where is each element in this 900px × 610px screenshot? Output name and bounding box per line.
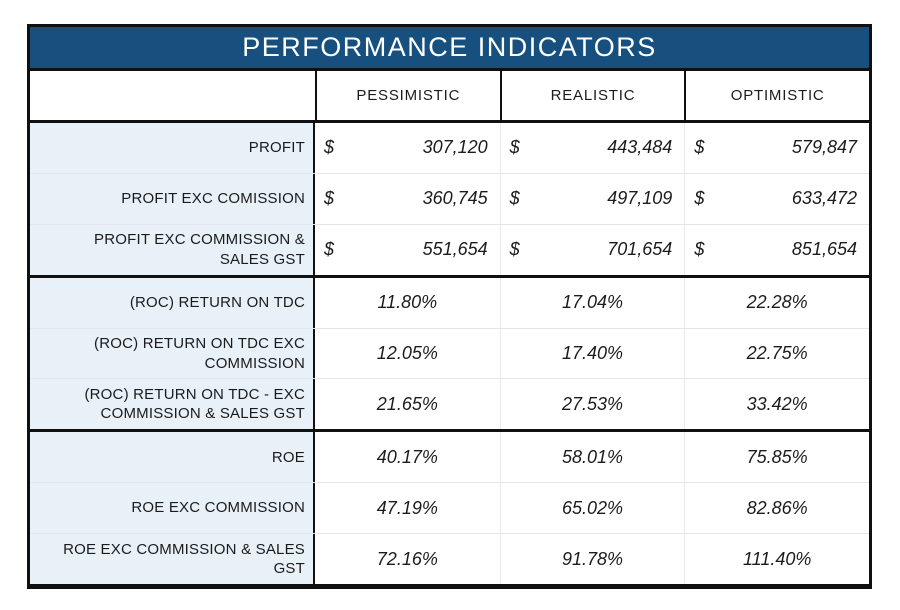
performance-indicators-table: PERFORMANCE INDICATORS PESSIMISTIC REALI… bbox=[27, 24, 872, 589]
table-row-roe: ROE 40.17% 58.01% 75.85% bbox=[30, 432, 869, 484]
currency-symbol: $ bbox=[324, 137, 335, 158]
currency-symbol: $ bbox=[509, 239, 520, 260]
table-row-roc-return-on-tdc-exc-commission: (ROC) RETURN ON TDC EXC COMMISSION 12.05… bbox=[30, 328, 869, 380]
currency-symbol: $ bbox=[324, 188, 335, 209]
row-label: PROFIT EXC COMISSION bbox=[30, 173, 315, 224]
row-label: (ROC) RETURN ON TDC bbox=[30, 277, 315, 328]
cell-realistic: 58.01% bbox=[499, 432, 685, 483]
cell-realistic: 17.04% bbox=[499, 277, 685, 328]
table-row-roe-exc-commission-sales-gst: ROE EXC COMMISSION & SALES GST 72.16% 91… bbox=[30, 534, 869, 585]
table-body: PROFIT $307,120 $443,484 $579,847 PROFIT… bbox=[30, 123, 869, 585]
cell-value: 497,109 bbox=[607, 188, 673, 209]
row-label: PROFIT EXC COMMISSION & SALES GST bbox=[30, 224, 315, 275]
column-header-optimistic: OPTIMISTIC bbox=[684, 71, 869, 120]
cell-realistic: $497,109 bbox=[499, 173, 685, 224]
currency-symbol: $ bbox=[694, 188, 705, 209]
row-label: (ROC) RETURN ON TDC - EXC COMMISSION & S… bbox=[30, 379, 315, 430]
cell-value: 307,120 bbox=[422, 137, 488, 158]
row-label: ROE EXC COMMISSION & SALES GST bbox=[30, 534, 315, 585]
cell-realistic: $443,484 bbox=[499, 123, 685, 173]
currency-symbol: $ bbox=[509, 188, 520, 209]
cell-pessimistic: 72.16% bbox=[315, 534, 500, 585]
table-row-profit: PROFIT $307,120 $443,484 $579,847 bbox=[30, 123, 869, 174]
table-row-roe-exc-commission: ROE EXC COMMISSION 47.19% 65.02% 82.86% bbox=[30, 483, 869, 535]
cell-value: 851,654 bbox=[791, 239, 857, 260]
table-title: PERFORMANCE INDICATORS bbox=[30, 27, 869, 71]
cell-realistic: 65.02% bbox=[499, 483, 685, 534]
cell-value: 633,472 bbox=[791, 188, 857, 209]
cell-pessimistic: 21.65% bbox=[315, 379, 500, 430]
cell-realistic: $701,654 bbox=[499, 224, 685, 275]
column-header-realistic: REALISTIC bbox=[499, 71, 685, 120]
table-row-roc-return-on-tdc: (ROC) RETURN ON TDC 11.80% 17.04% 22.28% bbox=[30, 277, 869, 329]
cell-optimistic: $579,847 bbox=[684, 123, 869, 173]
row-label: ROE bbox=[30, 432, 315, 483]
cell-optimistic: 22.75% bbox=[684, 328, 869, 379]
cell-optimistic: $633,472 bbox=[684, 173, 869, 224]
cell-pessimistic: $307,120 bbox=[315, 123, 500, 173]
cell-value: 443,484 bbox=[607, 137, 673, 158]
cell-pessimistic: 47.19% bbox=[315, 483, 500, 534]
column-header-pessimistic: PESSIMISTIC bbox=[315, 71, 500, 120]
table-row-profit-exc-commission-sales-gst: PROFIT EXC COMMISSION & SALES GST $551,6… bbox=[30, 224, 869, 278]
corner-cell bbox=[30, 71, 315, 120]
cell-optimistic: 33.42% bbox=[684, 379, 869, 430]
cell-optimistic: 75.85% bbox=[684, 432, 869, 483]
cell-pessimistic: $360,745 bbox=[315, 173, 500, 224]
cell-optimistic: 82.86% bbox=[684, 483, 869, 534]
cell-pessimistic: 40.17% bbox=[315, 432, 500, 483]
row-label: ROE EXC COMMISSION bbox=[30, 483, 315, 534]
cell-optimistic: $851,654 bbox=[684, 224, 869, 275]
table-row-profit-exc-comission: PROFIT EXC COMISSION $360,745 $497,109 $… bbox=[30, 173, 869, 225]
cell-realistic: 17.40% bbox=[499, 328, 685, 379]
cell-value: 360,745 bbox=[422, 188, 488, 209]
cell-value: 579,847 bbox=[791, 137, 857, 158]
cell-optimistic: 111.40% bbox=[684, 534, 869, 585]
row-label: (ROC) RETURN ON TDC EXC COMMISSION bbox=[30, 328, 315, 379]
currency-symbol: $ bbox=[509, 137, 520, 158]
cell-pessimistic: 12.05% bbox=[315, 328, 500, 379]
cell-value: 701,654 bbox=[607, 239, 673, 260]
table-row-roc-return-on-tdc-exc-commission-sales-gst: (ROC) RETURN ON TDC - EXC COMMISSION & S… bbox=[30, 379, 869, 433]
cell-pessimistic: 11.80% bbox=[315, 277, 500, 328]
currency-symbol: $ bbox=[324, 239, 335, 260]
cell-realistic: 27.53% bbox=[499, 379, 685, 430]
cell-optimistic: 22.28% bbox=[684, 277, 869, 328]
cell-value: 551,654 bbox=[422, 239, 488, 260]
column-header-row: PESSIMISTIC REALISTIC OPTIMISTIC bbox=[30, 71, 869, 123]
row-label: PROFIT bbox=[30, 123, 315, 173]
cell-realistic: 91.78% bbox=[499, 534, 685, 585]
cell-pessimistic: $551,654 bbox=[315, 224, 500, 275]
currency-symbol: $ bbox=[694, 137, 705, 158]
currency-symbol: $ bbox=[694, 239, 705, 260]
